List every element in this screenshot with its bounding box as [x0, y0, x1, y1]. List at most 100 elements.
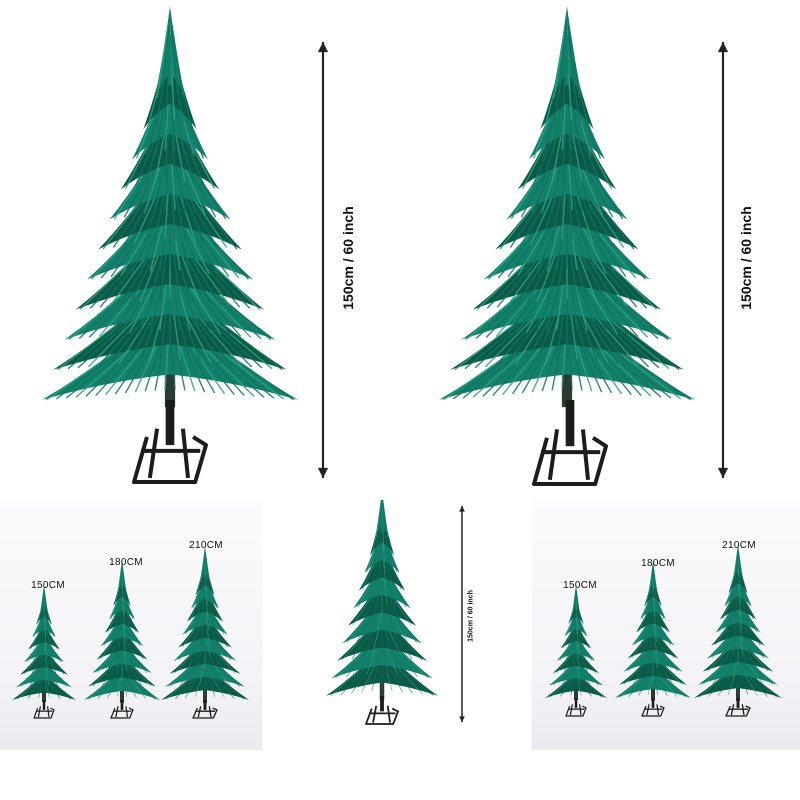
arrow-head-down [459, 716, 465, 722]
arrow-head-up [717, 42, 729, 53]
tree-stand-icon [110, 700, 134, 719]
tree-trunk [120, 684, 124, 703]
needle [23, 652, 42, 675]
needle [576, 627, 585, 648]
branch-tier [615, 665, 691, 698]
tree-trunk [561, 357, 573, 408]
needle [200, 553, 205, 582]
needle [562, 664, 575, 685]
arrow-head-down [317, 467, 329, 478]
needle [44, 652, 49, 673]
needle [560, 676, 574, 697]
bottom-right-size-comparison: 150CM 180CM 210CM [532, 500, 800, 750]
needle [738, 551, 743, 580]
height-label: 150cm / 60 inch [738, 206, 754, 310]
needle [27, 640, 42, 662]
branch-tier [517, 96, 617, 190]
tree-trunk [574, 685, 578, 701]
needle [33, 615, 43, 637]
needle [40, 589, 44, 612]
needle [572, 639, 576, 659]
tree-stand-icon [33, 700, 55, 719]
needle [576, 627, 579, 647]
branch-tier [568, 597, 584, 624]
branch-tier [109, 126, 231, 220]
needle [170, 25, 179, 95]
needle [161, 25, 170, 95]
branch-tier [36, 597, 52, 625]
needle [40, 640, 44, 660]
needle [29, 665, 43, 686]
needle [46, 678, 61, 699]
needle [562, 627, 575, 649]
needle [578, 651, 596, 673]
needle [35, 627, 44, 649]
needle [577, 664, 590, 685]
needle [45, 652, 57, 674]
needle [43, 589, 47, 611]
needle [559, 639, 574, 661]
tree-foliage [161, 546, 249, 703]
needle [653, 567, 658, 593]
branch-tier [182, 598, 228, 635]
branch-tier [120, 96, 220, 190]
height-label: 150cm / 60 inch [467, 590, 475, 642]
needle [122, 565, 125, 591]
needle [576, 651, 581, 671]
needle [376, 500, 382, 538]
needle [44, 640, 48, 660]
height-arrow-icon [717, 42, 729, 478]
branch-tier [545, 671, 607, 698]
branch-tier [635, 599, 671, 633]
needle [549, 676, 573, 698]
tree-foliage [42, 6, 298, 408]
christmas-tree-icon [545, 544, 782, 717]
needle [738, 551, 741, 579]
branch-tier [640, 586, 666, 620]
needle [566, 614, 575, 636]
needle [27, 678, 42, 699]
needle [47, 678, 71, 700]
tree-foliage [84, 559, 160, 703]
needle [44, 602, 49, 623]
needle [45, 665, 59, 686]
tree-stand-icon [532, 400, 608, 486]
needle [575, 590, 579, 611]
needle [653, 567, 656, 592]
needle [576, 614, 583, 635]
needle [576, 590, 580, 612]
needle [569, 614, 576, 635]
branch-tier [186, 585, 224, 622]
needle [37, 615, 44, 636]
needle [205, 553, 210, 582]
tree-foliage [615, 560, 691, 701]
bottom-center-tree-panel: 150cm / 60 inch [300, 500, 500, 750]
bottom-left-size-comparison: 150CM 180CM 210CM [0, 500, 262, 750]
tree-stand-icon [641, 698, 665, 717]
height-label: 150cm / 60 inch [340, 206, 356, 310]
height-arrow-icon [459, 506, 465, 722]
branch-tier [728, 557, 748, 594]
needle [33, 640, 43, 661]
needle [44, 615, 51, 636]
needle [202, 553, 205, 581]
needle [576, 676, 582, 696]
branch-tier [191, 572, 219, 609]
needle [735, 551, 738, 579]
branch-tier [706, 622, 770, 659]
branch-tier [564, 609, 588, 637]
tree-stand-icon [192, 700, 218, 719]
tree-stand-icon [365, 696, 399, 725]
branch-tier [113, 572, 131, 606]
size-label-150: 150CM [31, 580, 65, 591]
tree-foliage [439, 6, 695, 408]
needle [30, 627, 43, 650]
needle [39, 665, 44, 685]
branch-tier [369, 506, 395, 556]
needle [44, 589, 48, 612]
size-label-210: 210CM [722, 540, 756, 551]
needle [568, 25, 581, 98]
branch-tier [96, 626, 148, 660]
height-arrow-icon [317, 42, 329, 478]
